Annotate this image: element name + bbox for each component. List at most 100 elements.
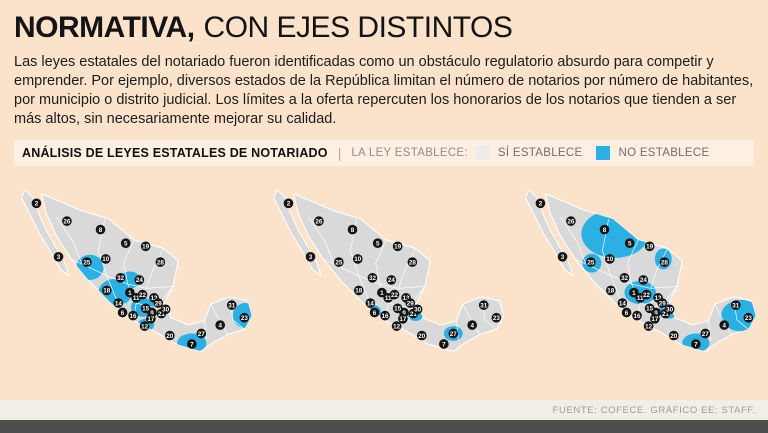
state-marker: 4 <box>719 319 730 330</box>
state-marker: 10 <box>352 253 363 264</box>
svg-text:28: 28 <box>661 259 669 266</box>
svg-text:11: 11 <box>637 295 644 302</box>
state-marker: 27 <box>700 328 711 338</box>
svg-text:22: 22 <box>139 292 147 299</box>
svg-text:7: 7 <box>442 341 446 348</box>
state-marker: 28 <box>407 256 418 267</box>
svg-text:32: 32 <box>369 275 377 282</box>
svg-text:24: 24 <box>640 277 648 284</box>
state-marker: 16 <box>380 310 390 321</box>
state-marker: 18 <box>101 285 112 295</box>
state-marker: 20 <box>416 330 427 341</box>
svg-text:31: 31 <box>228 302 236 309</box>
svg-text:13: 13 <box>151 295 159 302</box>
svg-text:19: 19 <box>646 243 654 250</box>
svg-text:25: 25 <box>587 259 595 266</box>
state-marker: 16 <box>128 310 138 321</box>
state-marker: 23 <box>743 312 754 323</box>
state-marker: 2 <box>31 198 42 208</box>
state-marker: 4 <box>467 319 478 330</box>
svg-text:6: 6 <box>625 309 629 316</box>
svg-text:17: 17 <box>399 316 407 323</box>
svg-text:7: 7 <box>694 341 698 348</box>
svg-text:29: 29 <box>659 300 667 307</box>
state-marker: 32 <box>115 272 126 283</box>
svg-text:26: 26 <box>567 218 575 225</box>
svg-text:31: 31 <box>480 302 488 309</box>
state-marker: 19 <box>644 241 655 251</box>
state-marker: 32 <box>367 272 378 283</box>
state-marker: 6 <box>621 307 632 317</box>
state-marker: 12 <box>643 320 654 331</box>
svg-text:12: 12 <box>645 323 653 330</box>
svg-text:9: 9 <box>654 309 658 316</box>
state-marker: 14 <box>617 297 628 308</box>
svg-text:12: 12 <box>141 323 149 330</box>
svg-text:30: 30 <box>162 306 170 313</box>
state-marker: 15 <box>392 303 403 313</box>
svg-text:17: 17 <box>147 316 155 323</box>
svg-text:9: 9 <box>150 309 154 316</box>
state-marker: 26 <box>314 215 324 226</box>
state-marker: 27 <box>196 328 207 338</box>
svg-text:8: 8 <box>99 226 103 233</box>
svg-text:1: 1 <box>128 289 132 296</box>
state-marker: 24 <box>134 274 145 285</box>
state-marker: 19 <box>392 241 403 251</box>
svg-text:25: 25 <box>83 259 91 266</box>
state-marker: 5 <box>120 237 131 248</box>
svg-text:27: 27 <box>702 330 710 337</box>
state-marker: 25 <box>586 256 596 267</box>
state-marker: 20 <box>164 330 175 341</box>
state-marker: 31 <box>730 299 741 310</box>
state-marker: 5 <box>372 237 383 248</box>
state-marker: 7 <box>187 338 197 349</box>
svg-text:2: 2 <box>287 200 291 207</box>
state-marker: 2 <box>535 198 546 208</box>
state-marker: 4 <box>215 319 226 330</box>
state-marker: 31 <box>226 299 237 310</box>
svg-text:14: 14 <box>367 300 375 307</box>
svg-text:30: 30 <box>414 306 422 313</box>
state-marker: 14 <box>365 297 376 308</box>
svg-text:14: 14 <box>619 300 627 307</box>
state-marker: 8 <box>95 224 106 234</box>
svg-text:24: 24 <box>388 277 396 284</box>
svg-text:19: 19 <box>142 243 150 250</box>
state-marker: 17 <box>650 313 660 324</box>
svg-text:15: 15 <box>394 305 402 312</box>
state-marker: 6 <box>117 307 128 317</box>
svg-text:25: 25 <box>335 259 343 266</box>
svg-text:8: 8 <box>603 226 607 233</box>
bottom-bar <box>0 420 768 433</box>
title-emphasis: NORMATIVA, <box>14 11 195 44</box>
svg-text:2: 2 <box>35 200 39 207</box>
svg-text:17: 17 <box>651 316 659 323</box>
state-marker: 8 <box>599 224 610 234</box>
svg-text:21: 21 <box>662 310 670 317</box>
svg-text:22: 22 <box>391 292 399 299</box>
svg-text:32: 32 <box>621 275 629 282</box>
svg-text:10: 10 <box>102 256 110 263</box>
state-marker: 29 <box>657 297 668 308</box>
svg-text:5: 5 <box>124 240 128 247</box>
svg-text:3: 3 <box>561 254 565 261</box>
state-marker: 26 <box>62 215 72 226</box>
mexico-silhouette <box>293 192 505 352</box>
svg-text:26: 26 <box>315 218 323 225</box>
svg-text:29: 29 <box>155 300 163 307</box>
state-marker: 22 <box>641 289 652 300</box>
legend-heading: ANÁLISIS DE LEYES ESTATALES DE NOTARIADO <box>22 145 328 160</box>
svg-text:16: 16 <box>382 313 390 320</box>
legend-swatch-si <box>475 145 490 160</box>
state-marker: 29 <box>405 297 416 308</box>
state-marker: 6 <box>369 307 380 317</box>
state-marker: 14 <box>113 297 124 308</box>
state-marker: 26 <box>566 215 576 226</box>
page-title: NORMATIVA, CON EJES DISTINTOS <box>14 12 754 44</box>
title-rest: CON EJES DISTINTOS <box>203 11 513 44</box>
intro-paragraph: Las leyes estatales del notariado fueron… <box>14 53 754 128</box>
